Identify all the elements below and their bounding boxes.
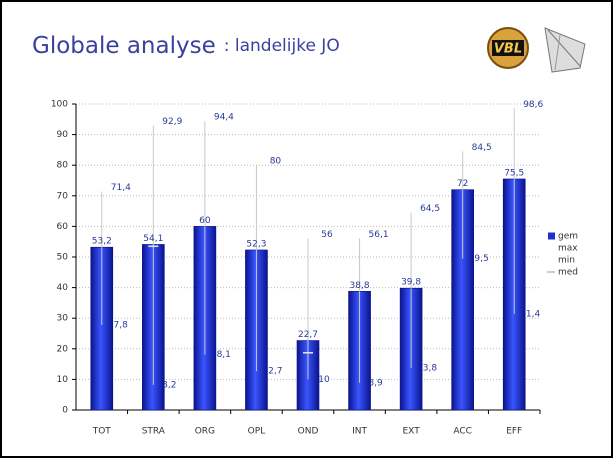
max-label: 56,1 xyxy=(369,230,389,240)
min-label: 49,5 xyxy=(469,254,489,264)
y-tick-label: 40 xyxy=(57,283,69,293)
min-label: 8,2 xyxy=(162,380,176,390)
legend-label: min xyxy=(558,256,575,266)
value-label: 60 xyxy=(199,216,211,226)
y-tick-label: 80 xyxy=(57,161,69,171)
value-label: 72 xyxy=(457,179,468,189)
x-tick-label: INT xyxy=(352,427,367,437)
max-label: 64,5 xyxy=(420,204,440,214)
min-label: 12,7 xyxy=(262,367,282,377)
y-tick-label: 70 xyxy=(57,191,69,201)
max-label: 84,5 xyxy=(472,143,492,153)
min-label: 27,8 xyxy=(108,320,128,330)
legend-label: gem xyxy=(558,232,578,242)
x-tick-label: OND xyxy=(298,427,319,437)
y-tick-label: 90 xyxy=(57,130,69,140)
y-tick-label: 20 xyxy=(57,344,69,354)
max-label: 92,9 xyxy=(162,117,182,127)
value-label: 22,7 xyxy=(298,330,318,340)
x-tick-label: EXT xyxy=(403,427,421,437)
value-label: 52,3 xyxy=(246,239,266,249)
legend-label: med xyxy=(558,268,578,278)
y-tick-label: 60 xyxy=(57,222,69,232)
value-label: 53,2 xyxy=(92,237,112,247)
y-tick-label: 0 xyxy=(62,406,68,416)
x-tick-label: TOT xyxy=(92,427,112,437)
value-label: 54,1 xyxy=(143,234,163,244)
max-label: 80 xyxy=(270,157,282,167)
legend-swatch xyxy=(548,232,555,240)
value-label: 75,5 xyxy=(504,168,524,178)
x-tick-label: OPL xyxy=(248,427,266,437)
title-main: Globale analyse xyxy=(32,33,216,59)
logo-court xyxy=(544,27,586,73)
x-tick-label: ACC xyxy=(453,427,472,437)
legend-label: max xyxy=(558,244,578,254)
min-label: 13,8 xyxy=(417,363,437,373)
logo-vbl: VBL xyxy=(487,27,529,69)
min-label: 8,9 xyxy=(368,378,383,388)
max-label: 98,6 xyxy=(523,100,543,110)
min-label: 18,1 xyxy=(211,350,231,360)
x-tick-label: STRA xyxy=(142,427,166,437)
x-tick-label: EFF xyxy=(506,427,522,437)
value-label: 38,8 xyxy=(350,281,370,291)
max-label: 94,4 xyxy=(214,113,234,123)
slide-title: Globale analyse : landelijke JO xyxy=(32,33,340,59)
max-label: 71,4 xyxy=(111,183,131,193)
y-tick-label: 10 xyxy=(57,375,69,385)
max-label: 56 xyxy=(321,230,333,240)
title-sub: : landelijke JO xyxy=(224,36,340,56)
logo-text: VBL xyxy=(494,42,522,57)
min-label: 10 xyxy=(318,375,330,385)
value-label: 39,8 xyxy=(401,278,421,288)
y-tick-label: 100 xyxy=(51,100,68,110)
x-tick-label: ORG xyxy=(195,427,215,437)
y-tick-label: 30 xyxy=(57,314,69,324)
y-tick-label: 50 xyxy=(57,253,69,263)
min-label: 31,4 xyxy=(520,309,540,319)
